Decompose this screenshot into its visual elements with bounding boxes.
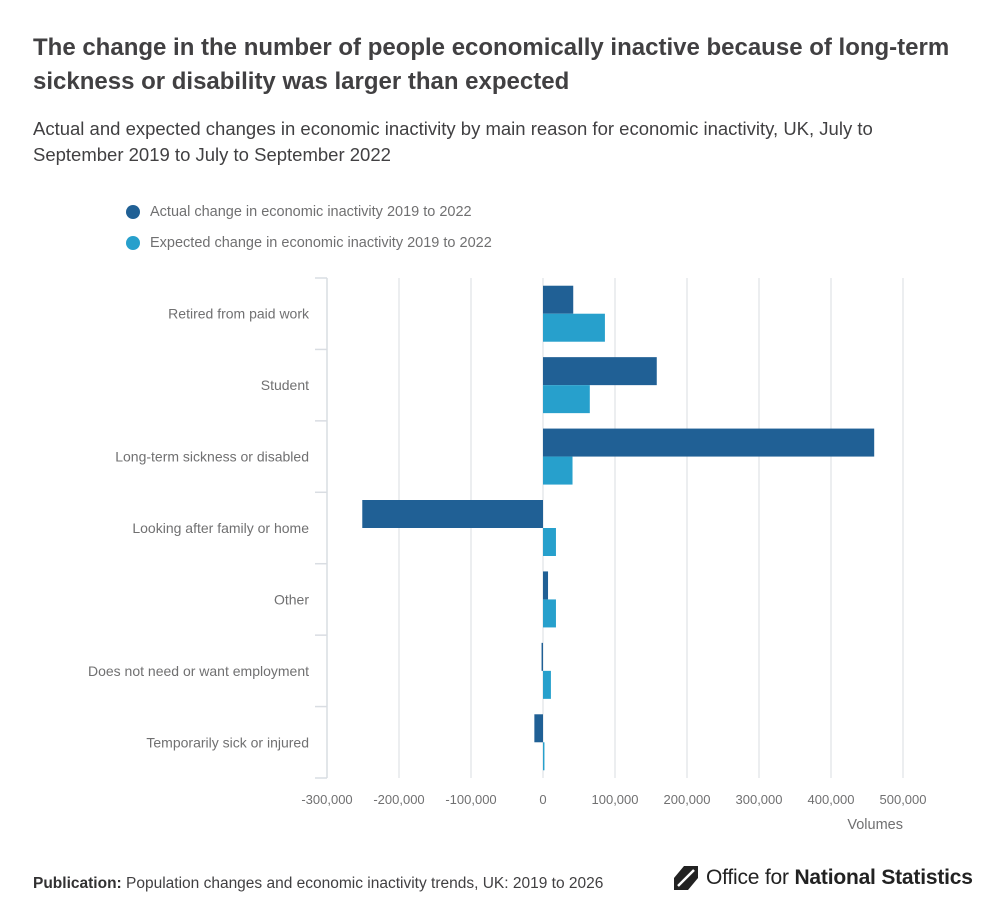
x-tick-label: 0: [539, 792, 546, 807]
ons-logo-text-bold: National Statistics: [794, 866, 973, 889]
category-label: Does not need or want employment: [88, 663, 309, 679]
category-label: Temporarily sick or injured: [146, 734, 309, 750]
publication-link[interactable]: Population changes and economic inactivi…: [126, 875, 604, 892]
legend-item-actual[interactable]: Actual change in economic inactivity 201…: [126, 196, 492, 227]
legend: Actual change in economic inactivity 201…: [126, 196, 492, 258]
axes: [315, 277, 328, 779]
category-label: Other: [274, 591, 309, 607]
ons-logo-icon: [674, 866, 698, 890]
category-label: Student: [261, 377, 309, 393]
x-tick-label: 100,000: [592, 792, 639, 807]
bar-expected: [543, 670, 551, 699]
category-label: Looking after family or home: [132, 520, 309, 536]
publication-footer: Publication: Population changes and econ…: [33, 875, 603, 893]
x-tick-label: 300,000: [736, 792, 783, 807]
bar-expected: [543, 599, 556, 628]
legend-swatch-actual: [126, 204, 140, 219]
chart-title: The change in the number of people econo…: [33, 34, 950, 95]
category-label: Retired from paid work: [168, 306, 310, 322]
bar-expected: [543, 385, 590, 414]
bar-expected: [543, 742, 545, 771]
ons-logo[interactable]: Office for National Statistics: [672, 864, 973, 892]
bar-actual: [362, 500, 543, 528]
x-tick-label: 500,000: [880, 792, 927, 807]
category-label: Long-term sickness or disabled: [115, 449, 309, 465]
legend-item-expected[interactable]: Expected change in economic inactivity 2…: [126, 227, 492, 258]
ons-logo-text: Office for National Statistics: [706, 866, 973, 890]
ons-logo-text-regular: Office for: [706, 866, 789, 889]
bars: [362, 285, 875, 771]
bar-actual: [543, 571, 549, 600]
bar-actual: [543, 428, 875, 457]
bar-actual: [543, 357, 657, 386]
bar-actual: [543, 285, 574, 314]
legend-label-expected: Expected change in economic inactivity 2…: [150, 234, 492, 251]
legend-swatch-expected: [126, 235, 140, 250]
bar-expected: [543, 456, 573, 485]
x-tick-label: -100,000: [445, 792, 496, 807]
bar-actual: [541, 642, 543, 671]
bar-actual: [534, 714, 543, 743]
bar-expected: [543, 313, 605, 342]
x-axis-title: Volumes: [847, 817, 903, 833]
bar-chart: -300,000 -200,000 -100,000 0 100,000 200,000 3…: [88, 277, 927, 833]
labels: -300,000 -200,000 -100,000 0 100,000 200,000 3…: [88, 306, 927, 833]
chart-subtitle: Actual and expected changes in economic …: [33, 118, 873, 165]
x-tick-label: 200,000: [664, 792, 711, 807]
publication-label: Publication:: [33, 875, 122, 892]
x-tick-label: 400,000: [808, 792, 855, 807]
bar-expected: [543, 528, 556, 556]
x-tick-label: -200,000: [373, 792, 424, 807]
x-tick-label: -300,000: [301, 792, 352, 807]
legend-label-actual: Actual change in economic inactivity 201…: [150, 203, 472, 220]
